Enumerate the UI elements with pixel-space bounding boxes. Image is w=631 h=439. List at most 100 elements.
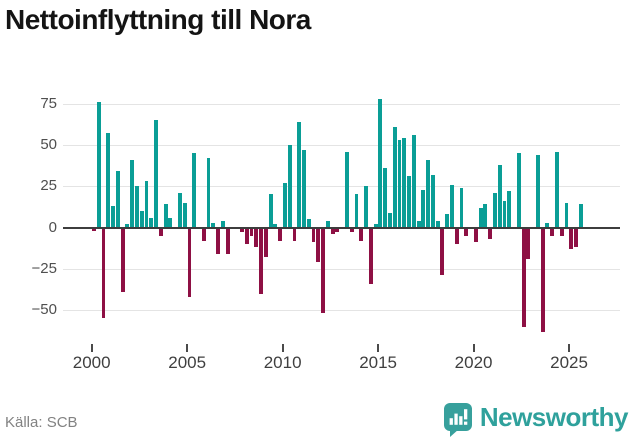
bar-2009Q3 — [273, 224, 278, 228]
bar-2010Q2 — [287, 144, 292, 228]
y-axis-label-25: 25 — [40, 177, 57, 195]
gridline--50 — [63, 310, 620, 312]
bar-2005Q1 — [187, 227, 192, 297]
x-axis-label-2025: 2025 — [550, 353, 588, 372]
brand-name: Newsworthy — [479, 402, 629, 432]
bar-2023Q2 — [535, 154, 540, 228]
bar-2003Q4 — [163, 204, 168, 228]
bar-2001Q1 — [111, 206, 116, 228]
bar-2009Q2 — [268, 194, 273, 228]
bar-2008Q2 — [249, 227, 254, 236]
bar-2017Q1 — [416, 220, 421, 228]
bar-2021Q1 — [492, 192, 497, 228]
bar-2019Q1 — [454, 227, 459, 245]
x-axis-tick-2015 — [377, 344, 380, 352]
x-axis-label-2020: 2020 — [454, 353, 493, 372]
bar-2017Q2 — [421, 189, 426, 228]
bar-2000Q3 — [101, 227, 106, 319]
bar-2019Q3 — [464, 227, 469, 236]
bar-2002Q2 — [135, 186, 139, 228]
bar-2012Q4 — [335, 227, 340, 233]
bar-2022Q3 — [521, 227, 526, 327]
bar-2009Q4 — [278, 227, 283, 241]
bar-2024Q1 — [550, 227, 555, 236]
bar-2006Q1 — [206, 158, 211, 228]
bar-2012Q3 — [330, 227, 335, 235]
x-axis-tick-2025 — [568, 344, 571, 352]
bar-2022Q2 — [516, 153, 521, 228]
x-axis-label-2005: 2005 — [168, 353, 207, 372]
bar-2017Q4 — [430, 174, 435, 228]
chart-title: Nettoinflyttning till Nora — [5, 4, 311, 35]
y-axis-label--25: −25 — [31, 259, 57, 277]
bar-2016Q2 — [402, 138, 407, 228]
bar-2015Q4 — [392, 126, 397, 228]
bar-2014Q1 — [359, 227, 364, 241]
x-axis-tick-2000 — [90, 344, 93, 352]
bar-2020Q2 — [478, 207, 483, 228]
brand-logo: Newsworthy — [443, 402, 629, 437]
bar-2002Q3 — [139, 210, 144, 228]
bar-2017Q3 — [426, 159, 431, 228]
bar-2006Q4 — [220, 220, 225, 228]
bar-2022Q4 — [526, 227, 531, 259]
bar-2011Q4 — [316, 227, 321, 263]
source-note: Källa: SCB — [5, 414, 78, 431]
bar-2018Q2 — [440, 227, 445, 276]
bar-2021Q4 — [507, 191, 512, 228]
bar-2009Q1 — [263, 227, 268, 258]
bar-2025Q3 — [578, 204, 583, 228]
y-axis-label-50: 50 — [40, 135, 57, 153]
bar-2008Q3 — [254, 227, 259, 248]
bar-2007Q4 — [240, 227, 244, 233]
bar-2024Q2 — [555, 151, 559, 228]
bar-2003Q2 — [154, 120, 158, 228]
bar-2014Q4 — [373, 224, 378, 228]
bar-2011Q1 — [302, 149, 306, 228]
bar-2025Q2 — [574, 227, 578, 248]
bar-2012Q2 — [325, 220, 330, 228]
newsworthy-logo-icon — [443, 403, 472, 437]
bar-2002Q4 — [144, 181, 149, 228]
bar-2016Q1 — [397, 139, 402, 228]
bar-2018Q3 — [445, 214, 450, 228]
bar-2023Q4 — [545, 222, 550, 228]
bar-2000Q2 — [96, 101, 101, 228]
bar-2012Q1 — [321, 227, 326, 314]
bar-2008Q4 — [259, 227, 263, 294]
y-axis-label--50: −50 — [31, 301, 57, 319]
gridline-25 — [63, 186, 620, 188]
bar-2015Q3 — [387, 212, 392, 228]
gridline--25 — [63, 268, 620, 270]
bar-2016Q3 — [407, 176, 411, 228]
x-axis-label-2010: 2010 — [263, 353, 302, 372]
bar-2014Q2 — [364, 186, 368, 228]
bar-2011Q2 — [306, 219, 311, 228]
bar-2001Q2 — [115, 171, 120, 228]
x-axis-tick-2020 — [472, 344, 475, 352]
x-axis-tick-2005 — [186, 344, 189, 352]
x-axis-label-2015: 2015 — [359, 353, 398, 372]
bar-2002Q1 — [130, 159, 135, 228]
bar-2004Q1 — [168, 217, 173, 228]
bar-2020Q3 — [483, 204, 488, 228]
bar-2020Q1 — [473, 227, 478, 243]
bar-2019Q2 — [459, 187, 464, 228]
bar-2004Q3 — [177, 192, 182, 228]
bar-2005Q4 — [201, 227, 206, 241]
y-axis-label-75: 75 — [40, 94, 57, 112]
gridline-75 — [63, 103, 620, 105]
bar-2000Q1 — [92, 227, 96, 231]
bar-2021Q2 — [497, 164, 502, 228]
bar-2001Q3 — [120, 227, 125, 292]
y-axis-label-0: 0 — [48, 218, 57, 236]
x-axis-tick-2010 — [281, 344, 284, 352]
bar-2025Q1 — [569, 227, 574, 249]
bar-2006Q2 — [211, 222, 216, 228]
bar-2003Q3 — [158, 227, 163, 236]
bar-2007Q1 — [225, 227, 230, 254]
bar-2010Q1 — [282, 182, 287, 228]
bar-2013Q4 — [354, 194, 359, 228]
bar-2003Q1 — [149, 217, 154, 228]
